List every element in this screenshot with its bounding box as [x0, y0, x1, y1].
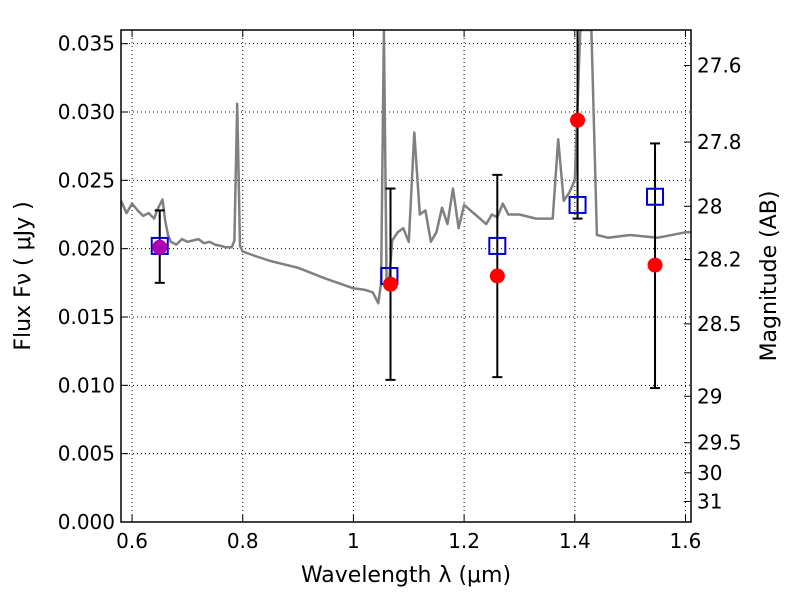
- y-tick-label: 0.005: [58, 442, 115, 466]
- x-axis-label: Wavelength λ (μm): [301, 563, 511, 588]
- square-marker: [488, 236, 507, 255]
- y-tick-label: 0.010: [58, 373, 115, 397]
- plot-area: [121, 30, 691, 390]
- right-tick-label: 31: [697, 490, 722, 514]
- x-tick-label: 1.4: [559, 529, 591, 553]
- right-tick-label: 27.6: [697, 54, 742, 78]
- right-tick-label: 30: [697, 461, 722, 485]
- right-tick-label: 29: [697, 384, 722, 408]
- x-tick-label: 0.6: [116, 529, 148, 553]
- circle-marker: [152, 239, 168, 255]
- right-axis-label: Magnitude (AB): [757, 191, 782, 362]
- y-axis-label: Flux Fν ( μJy ): [11, 201, 36, 350]
- square-marker: [646, 187, 665, 206]
- right-axis: 27.6 27.8 28 28.2 28.5 29 29.5 30 31: [684, 54, 742, 514]
- y-tick-label: 0.030: [58, 100, 115, 124]
- circle-marker: [489, 268, 505, 284]
- circle-marker: [570, 112, 586, 128]
- circle-marker: [647, 257, 663, 273]
- x-tick-label: 1.2: [448, 529, 480, 553]
- right-tick-label: 28: [697, 194, 722, 218]
- right-tick-label: 29.5: [697, 431, 742, 455]
- y-tick-label: 0.020: [58, 237, 115, 261]
- plot-frame: [120, 29, 692, 523]
- y-tick-label: 0.000: [58, 510, 115, 534]
- plot-background: [121, 30, 691, 522]
- y-tick-label: 0.025: [58, 168, 115, 192]
- circle-marker: [383, 276, 399, 292]
- y-axis: 0.000 0.005 0.010 0.015 0.020 0.025 0.030 0.035: [58, 32, 128, 534]
- y-tick-label: 0.035: [58, 32, 115, 56]
- right-tick-label: 28.5: [697, 312, 742, 336]
- right-tick-label: 28.2: [697, 248, 742, 272]
- y-tick-label: 0.015: [58, 305, 115, 329]
- x-tick-label: 0.8: [227, 529, 259, 553]
- x-axis: 0.6 0.8 1 1.2 1.4 1.6: [116, 30, 701, 553]
- square-marker: [568, 195, 587, 214]
- x-tick-label: 1: [347, 529, 360, 553]
- x-tick-label: 1.6: [670, 529, 702, 553]
- right-tick-label: 27.8: [697, 130, 742, 154]
